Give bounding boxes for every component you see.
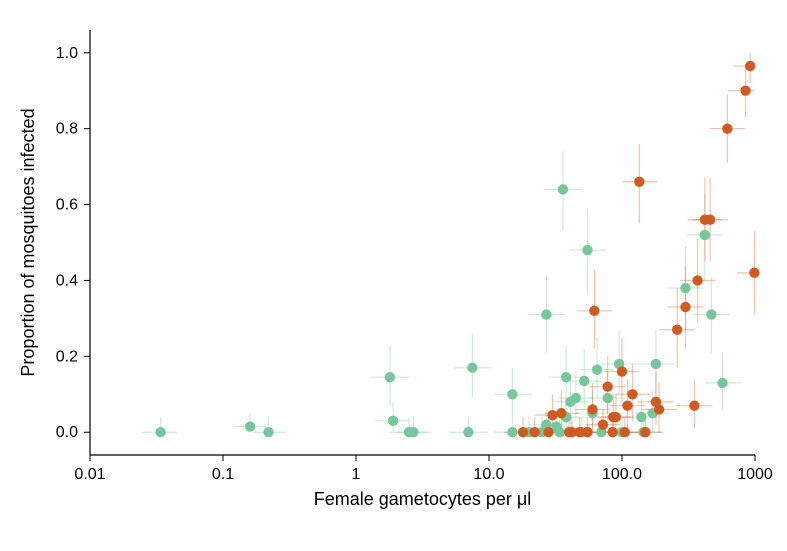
data-point — [749, 268, 759, 278]
x-tick-label: 100.0 — [602, 466, 642, 483]
data-point — [589, 306, 599, 316]
y-tick-label: 0.8 — [56, 121, 78, 138]
scatter-chart: 0.01 0.1 1 10.0 100.0 1000 0.0 0.2 0.4 0.6 0.8 1.0 F… — [0, 0, 787, 551]
data-point — [745, 61, 755, 71]
data-point — [592, 364, 602, 374]
data-point — [607, 427, 617, 437]
data-point — [541, 309, 551, 319]
data-point — [507, 389, 517, 399]
data-point — [529, 427, 539, 437]
data-point — [622, 400, 632, 410]
data-point — [634, 177, 644, 187]
x-tick-label: 0.1 — [212, 466, 234, 483]
data-point — [561, 372, 571, 382]
data-point — [672, 325, 682, 335]
data-point — [717, 378, 727, 388]
data-point — [507, 427, 517, 437]
data-point — [680, 283, 690, 293]
y-tick-label: 1.0 — [56, 45, 78, 62]
data-point — [579, 376, 589, 386]
data-point — [385, 372, 395, 382]
data-point — [463, 427, 473, 437]
data-point — [388, 416, 398, 426]
data-point — [602, 393, 612, 403]
y-axis-label: Proportion of mosquitoes infected — [18, 108, 38, 376]
y-tick-label: 0.0 — [56, 424, 78, 441]
data-point — [692, 275, 702, 285]
data-point — [518, 427, 528, 437]
data-point — [689, 400, 699, 410]
x-tick-label: 10.0 — [473, 466, 504, 483]
data-point — [558, 184, 568, 194]
y-tick-label: 0.2 — [56, 348, 78, 365]
data-point — [706, 309, 716, 319]
data-point — [740, 86, 750, 96]
data-point — [155, 427, 165, 437]
data-point — [547, 410, 557, 420]
y-tick-label: 0.6 — [56, 197, 78, 214]
data-point — [620, 427, 630, 437]
x-axis-label: Female gametocytes per μl — [314, 489, 531, 509]
data-point — [700, 230, 710, 240]
data-point — [598, 419, 608, 429]
data-point — [640, 427, 650, 437]
data-point — [582, 245, 592, 255]
data-point — [467, 363, 477, 373]
data-point — [245, 421, 255, 431]
data-point — [582, 427, 592, 437]
data-point — [680, 302, 690, 312]
x-tick-label: 1000 — [737, 466, 773, 483]
data-point — [571, 393, 581, 403]
data-point — [654, 404, 664, 414]
x-tick-label: 1 — [352, 466, 361, 483]
data-point — [617, 366, 627, 376]
x-tick-label: 0.01 — [74, 466, 105, 483]
data-point — [408, 427, 418, 437]
chart-svg: 0.01 0.1 1 10.0 100.0 1000 0.0 0.2 0.4 0.6 0.8 1.0 F… — [0, 0, 787, 551]
data-point — [651, 359, 661, 369]
data-point — [636, 412, 646, 422]
data-point — [627, 389, 637, 399]
data-point — [611, 412, 621, 422]
data-point — [263, 427, 273, 437]
data-point — [556, 408, 566, 418]
data-point — [554, 427, 564, 437]
data-point — [705, 215, 715, 225]
data-point — [543, 427, 553, 437]
y-tick-label: 0.4 — [56, 272, 78, 289]
data-point — [722, 123, 732, 133]
data-point — [602, 381, 612, 391]
data-point — [587, 404, 597, 414]
